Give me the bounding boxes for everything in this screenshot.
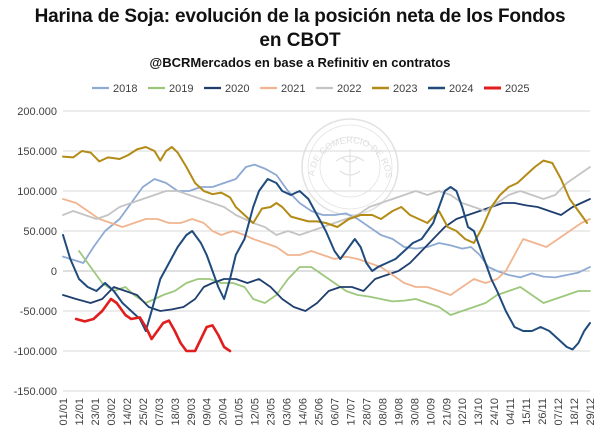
x-tick-label: 30/08 — [409, 398, 421, 426]
series-line-2020 — [62, 198, 591, 312]
x-tick-label: 01/01 — [58, 398, 70, 426]
x-tick-label: 29/03 — [186, 398, 198, 426]
x-tick-label: 03/02 — [106, 398, 118, 426]
series-line-2019 — [78, 250, 591, 316]
x-tick-label: 18/12 — [569, 398, 581, 426]
series-line-2021 — [62, 198, 591, 296]
x-tick-label: 25/06 — [314, 398, 326, 426]
x-tick-label: 07/03 — [154, 398, 166, 426]
series-line-2022 — [62, 166, 591, 236]
series-line-2023 — [62, 146, 589, 244]
legend-label-2025: 2025 — [505, 83, 529, 95]
y-tick-label: -100.000 — [14, 346, 57, 358]
x-tick-label: 21/09 — [441, 398, 453, 426]
legend-label-2024: 2024 — [449, 83, 473, 95]
x-tick-label: 14/06 — [298, 398, 310, 426]
x-tick-label: 23/01 — [90, 398, 102, 426]
x-tick-label: 04/11 — [505, 398, 517, 425]
x-tick-label: 20/04 — [218, 398, 230, 426]
legend-label-2020: 2020 — [225, 83, 249, 95]
x-tick-label: 03/06 — [282, 398, 294, 426]
x-tick-label: 08/08 — [377, 398, 389, 426]
x-tick-label: 12/05 — [250, 398, 262, 426]
y-tick-label: 0 — [51, 266, 57, 278]
x-tick-label: 23/05 — [266, 398, 278, 426]
legend-label-2019: 2019 — [169, 83, 193, 95]
y-tick-label: 150.000 — [17, 146, 57, 158]
svg-text:BOLSA DE COMERCIO DE ROSARIO: BOLSA DE COMERCIO DE ROSARIO — [0, 0, 394, 179]
watermark-seal-logo: BOLSA DE COMERCIO DE ROSARIO — [0, 0, 399, 216]
x-tick-label: 01/05 — [234, 398, 246, 426]
series-line-2024 — [62, 178, 591, 351]
x-tick-label: 26/11 — [537, 398, 549, 425]
series-line-2018 — [62, 163, 591, 279]
y-tick-label: -150.000 — [14, 386, 57, 398]
legend-label-2023: 2023 — [393, 83, 417, 95]
y-tick-label: 50.000 — [23, 226, 57, 238]
x-tick-label: 17/07 — [345, 398, 357, 426]
x-tick-label: 09/04 — [202, 398, 214, 426]
chart-title-line2: en CBOT — [259, 30, 341, 51]
legend-label-2022: 2022 — [337, 83, 361, 95]
y-tick-label: 200.000 — [17, 106, 57, 118]
x-tick-label: 19/08 — [393, 398, 405, 426]
chart-title: Harina de Soja: evolución de la posición… — [34, 6, 566, 27]
x-tick-label: 12/01 — [74, 398, 86, 426]
x-tick-label: 24/10 — [489, 398, 501, 426]
x-tick-label: 15/11 — [521, 398, 533, 425]
legend-label-2021: 2021 — [281, 83, 305, 95]
x-tick-label: 06/07 — [329, 398, 341, 426]
y-tick-label: -50.000 — [20, 306, 57, 318]
x-tick-label: 02/10 — [457, 398, 469, 426]
legend-label-2018: 2018 — [113, 83, 137, 95]
x-tick-label: 18/03 — [170, 398, 182, 426]
series-line-2025 — [74, 297, 232, 353]
x-tick-label: 29/12 — [585, 398, 597, 426]
chart-subtitle: @BCRMercados en base a Refinitiv en cont… — [149, 55, 451, 70]
x-tick-label: 10/09 — [425, 398, 437, 426]
x-tick-label: 28/07 — [361, 398, 373, 426]
x-tick-label: 13/10 — [473, 398, 485, 426]
y-tick-label: 100.000 — [17, 186, 57, 198]
x-tick-label: 14/02 — [122, 398, 134, 426]
x-tick-label: 07/12 — [553, 398, 565, 426]
x-tick-label: 25/02 — [138, 398, 150, 426]
